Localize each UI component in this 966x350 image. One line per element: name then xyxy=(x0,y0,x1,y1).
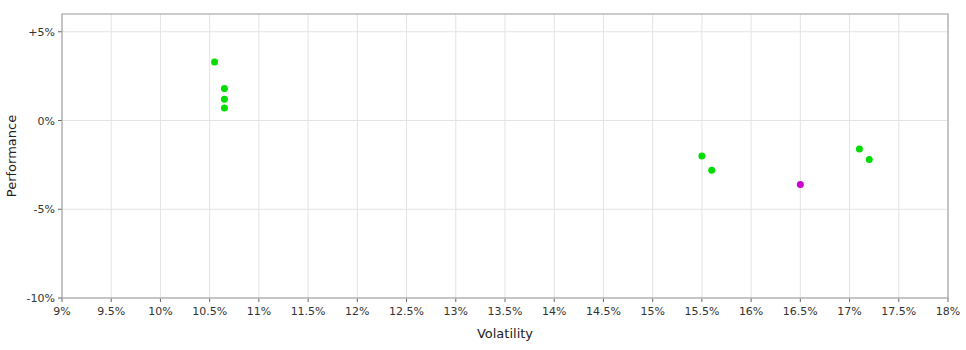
x-tick xyxy=(800,298,801,302)
x-grid-line xyxy=(603,14,604,298)
x-tick xyxy=(554,298,555,302)
x-tick xyxy=(455,298,456,302)
tick-labels: 9% 9.5% 10% 10.5% 11% 11.5% 12% 12.5% 13% 13.5% 14… xyxy=(27,26,961,318)
x-axis-label: Volatility xyxy=(477,326,533,341)
point xyxy=(221,105,228,112)
x-tick-label: 18% xyxy=(936,305,960,318)
point xyxy=(211,58,218,65)
x-tick-label: 10% xyxy=(148,305,172,318)
x-tick xyxy=(308,298,309,302)
point xyxy=(221,85,228,92)
x-tick-label: 11.5% xyxy=(291,305,326,318)
x-grid-line xyxy=(751,14,752,298)
x-tick xyxy=(505,298,506,302)
x-grid-line xyxy=(849,14,850,298)
x-tick-label: 13% xyxy=(444,305,468,318)
x-tick-label: 12% xyxy=(345,305,369,318)
x-grid-line xyxy=(455,14,456,298)
x-tick xyxy=(209,298,210,302)
x-tick xyxy=(652,298,653,302)
point xyxy=(698,153,705,160)
x-tick xyxy=(111,298,112,302)
x-grid-line xyxy=(505,14,506,298)
y-grid-line xyxy=(62,120,948,121)
y-tick-label: 0% xyxy=(38,115,55,128)
x-tick-label: 9.5% xyxy=(97,305,125,318)
point xyxy=(708,167,715,174)
x-tick-label: 16% xyxy=(739,305,763,318)
y-tick xyxy=(58,31,62,32)
x-grid-line xyxy=(554,14,555,298)
x-tick-label: 14% xyxy=(542,305,566,318)
x-tick-label: 15% xyxy=(640,305,664,318)
points xyxy=(211,58,873,187)
x-grid-line xyxy=(209,14,210,298)
point xyxy=(856,145,863,152)
x-grid-line xyxy=(406,14,407,298)
y-grid-line xyxy=(62,31,948,32)
y-tick-label: +5% xyxy=(28,26,55,39)
x-tick-label: 9% xyxy=(53,305,70,318)
point xyxy=(221,96,228,103)
grid xyxy=(58,14,948,302)
x-tick xyxy=(701,298,702,302)
x-tick xyxy=(406,298,407,302)
x-tick xyxy=(160,298,161,302)
x-tick-label: 17% xyxy=(837,305,861,318)
x-tick-label: 16.5% xyxy=(783,305,818,318)
x-tick-label: 14.5% xyxy=(586,305,621,318)
y-tick xyxy=(58,298,62,299)
y-tick xyxy=(58,209,62,210)
x-tick xyxy=(258,298,259,302)
x-grid-line xyxy=(357,14,358,298)
point xyxy=(797,181,804,188)
x-tick xyxy=(603,298,604,302)
x-grid-line xyxy=(898,14,899,298)
x-tick-label: 10.5% xyxy=(192,305,227,318)
x-tick-label: 12.5% xyxy=(389,305,424,318)
x-grid-line xyxy=(160,14,161,298)
y-tick-label: -10% xyxy=(27,292,55,305)
x-grid-line xyxy=(258,14,259,298)
x-tick xyxy=(948,298,949,302)
y-tick-label: -5% xyxy=(34,203,55,216)
x-grid-line xyxy=(800,14,801,298)
x-tick xyxy=(357,298,358,302)
x-tick-label: 17.5% xyxy=(881,305,916,318)
x-tick xyxy=(898,298,899,302)
x-grid-line xyxy=(308,14,309,298)
x-tick-label: 11% xyxy=(247,305,271,318)
x-tick xyxy=(751,298,752,302)
y-axis-label: Performance xyxy=(4,115,19,197)
x-tick xyxy=(849,298,850,302)
y-grid-line xyxy=(62,209,948,210)
chart: 9% 9.5% 10% 10.5% 11% 11.5% 12% 12.5% 13% 13.5% 14… xyxy=(0,0,966,350)
x-grid-line xyxy=(652,14,653,298)
plot-frame xyxy=(62,14,948,298)
x-grid-line xyxy=(111,14,112,298)
x-tick xyxy=(62,298,63,302)
x-tick-label: 13.5% xyxy=(488,305,523,318)
y-tick xyxy=(58,120,62,121)
point xyxy=(866,156,873,163)
x-tick-label: 15.5% xyxy=(684,305,719,318)
plot-area xyxy=(62,14,948,298)
